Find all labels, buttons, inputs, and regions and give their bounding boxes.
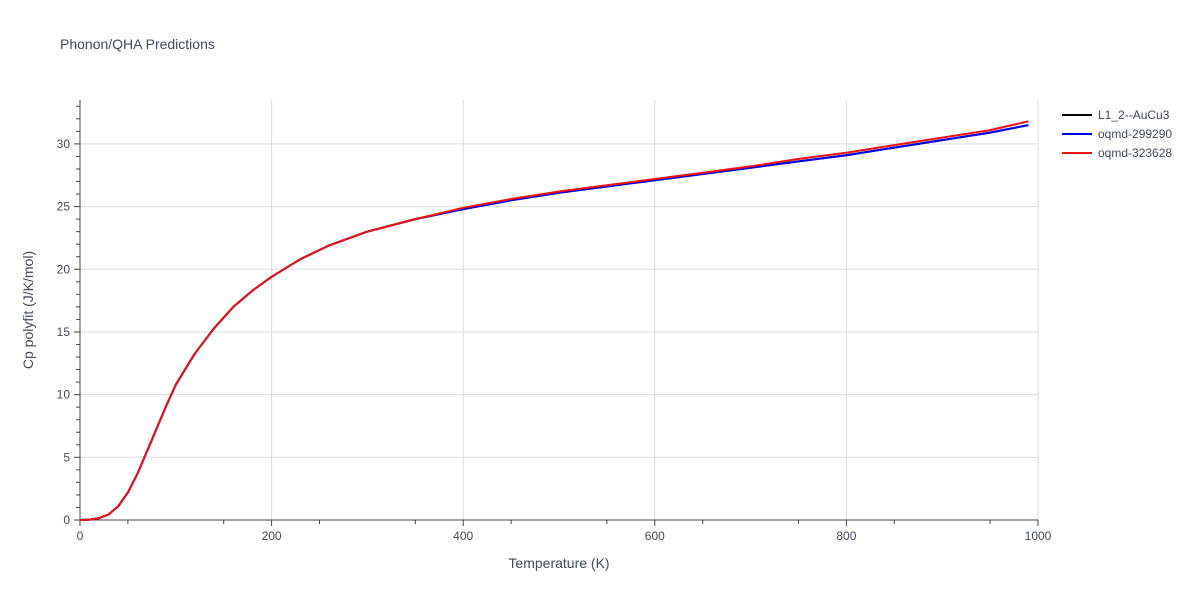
y-tick-label: 10	[57, 388, 71, 402]
legend-item-label[interactable]: oqmd-323628	[1098, 146, 1172, 160]
x-tick-label: 200	[262, 529, 282, 543]
y-axis-title: Cp polyfit (J/K/mol)	[20, 251, 36, 369]
y-tick-label: 25	[57, 200, 71, 214]
y-tick-label: 5	[63, 450, 70, 464]
axes: 0 200 400 600 800 1000 0 5 10 15 20 25 30	[57, 100, 1052, 543]
x-tick-label: 600	[645, 529, 665, 543]
y-tick-label: 30	[57, 137, 71, 151]
y-tick-label: 20	[57, 262, 71, 276]
y-tick-label: 0	[63, 513, 70, 527]
x-axis-title: Temperature (K)	[508, 555, 609, 571]
series-line-oqmd-323628	[79, 120, 1029, 521]
x-tick-label: 800	[836, 529, 856, 543]
legend-item-label[interactable]: oqmd-299290	[1098, 127, 1172, 141]
chart-title: Phonon/QHA Predictions	[60, 36, 215, 52]
legend-item-label[interactable]: L1_2--AuCu3	[1098, 108, 1170, 122]
x-tick-label: 400	[453, 529, 473, 543]
gridlines	[80, 100, 1039, 520]
series-lines	[79, 120, 1029, 521]
legend: L1_2--AuCu3 oqmd-299290 oqmd-323628	[1062, 108, 1172, 160]
x-tick-label: 1000	[1025, 529, 1052, 543]
series-line-l1-2-aucu3	[79, 124, 1029, 521]
x-tick-label: 0	[77, 529, 84, 543]
y-tick-label: 15	[57, 325, 71, 339]
series-line-oqmd-299290	[79, 124, 1029, 521]
